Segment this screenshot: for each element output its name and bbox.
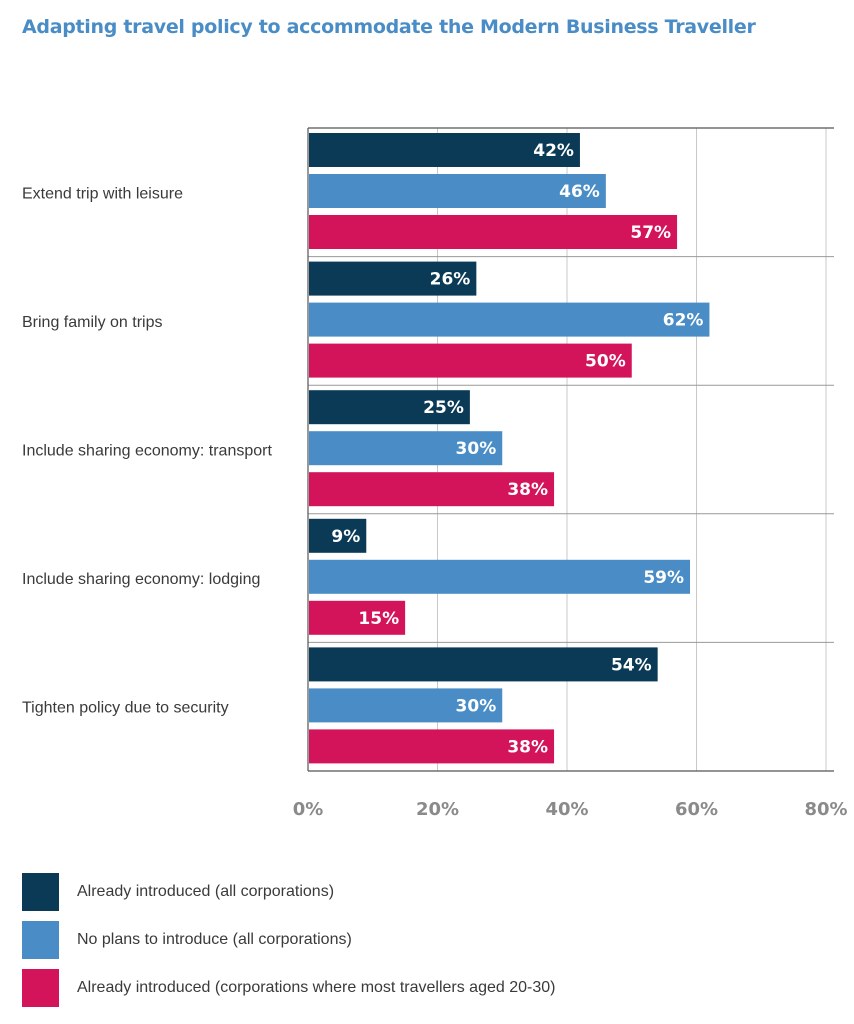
bar-label-include-sharing-economy-lodging-series-1: 59%	[643, 568, 684, 588]
bar-label-bring-family-on-trips-series-2: 50%	[585, 352, 626, 372]
x-tick-label-20: 20%	[416, 799, 459, 820]
x-tick-label-0: 0%	[293, 799, 324, 820]
legend-label-already-introduced-young: Already introduced (corporations where m…	[77, 979, 556, 996]
bar-label-include-sharing-economy-transport-series-2: 38%	[507, 480, 548, 500]
bar-include-sharing-economy-lodging-series-0	[309, 518, 367, 553]
legend-item-already-introduced-all: Already introduced (all corporations)	[22, 873, 555, 911]
legend: Already introduced (all corporations) No…	[22, 873, 555, 1017]
bar-include-sharing-economy-transport-series-0	[309, 390, 470, 425]
category-label-include-sharing-economy-transport: Include sharing economy: transport	[22, 443, 272, 460]
bar-label-include-sharing-economy-transport-series-0: 25%	[423, 398, 464, 418]
category-label-include-sharing-economy-lodging: Include sharing economy: lodging	[22, 571, 260, 588]
x-tick-label-80: 80%	[804, 799, 847, 820]
chart-title: Adapting travel policy to accommodate th…	[22, 16, 756, 38]
bar-chart: Extend trip with leisure 42% 46% 57% Bring f…	[22, 127, 848, 820]
bar-label-extend-trip-with-leisure-series-2: 57%	[630, 223, 671, 243]
bar-include-sharing-economy-lodging-series-1	[309, 559, 691, 594]
bar-label-bring-family-on-trips-series-0: 26%	[430, 270, 471, 290]
bar-tighten-policy-due-to-security-series-2	[309, 729, 555, 764]
bar-extend-trip-with-leisure-series-1	[309, 174, 606, 208]
bar-label-tighten-policy-due-to-security-series-1: 30%	[456, 696, 497, 716]
legend-label-already-introduced-all: Already introduced (all corporations)	[77, 883, 335, 900]
bar-label-extend-trip-with-leisure-series-0: 42%	[533, 141, 574, 161]
bar-bring-family-on-trips-series-2	[309, 343, 632, 378]
bar-label-include-sharing-economy-lodging-series-2: 15%	[358, 609, 399, 629]
bar-label-tighten-policy-due-to-security-series-0: 54%	[611, 655, 652, 675]
bar-bring-family-on-trips-series-1	[309, 302, 710, 337]
bar-label-bring-family-on-trips-series-1: 62%	[663, 311, 704, 331]
category-label-tighten-policy-due-to-security: Tighten policy due to security	[22, 700, 229, 717]
bar-label-extend-trip-with-leisure-series-1: 46%	[559, 182, 600, 202]
bar-label-include-sharing-economy-transport-series-1: 30%	[456, 439, 497, 459]
legend-swatch-no-plans	[22, 921, 59, 959]
legend-swatch-already-introduced-all	[22, 873, 59, 911]
legend-swatch-already-introduced-young	[22, 969, 59, 1007]
x-tick-label-60: 60%	[675, 799, 718, 820]
x-tick-label-40: 40%	[545, 799, 588, 820]
bar-bring-family-on-trips-series-0	[309, 261, 477, 296]
bar-include-sharing-economy-transport-series-2	[309, 472, 555, 507]
bar-include-sharing-economy-transport-series-1	[309, 431, 503, 466]
bar-extend-trip-with-leisure-series-0	[309, 133, 580, 167]
bar-label-include-sharing-economy-lodging-series-0: 9%	[331, 527, 360, 547]
bar-label-tighten-policy-due-to-security-series-2: 38%	[507, 737, 548, 757]
bar-tighten-policy-due-to-security-series-1	[309, 688, 503, 723]
category-label-extend-trip-with-leisure: Extend trip with leisure	[22, 185, 183, 202]
legend-item-already-introduced-young: Already introduced (corporations where m…	[22, 969, 555, 1007]
bar-tighten-policy-due-to-security-series-0	[309, 647, 658, 682]
legend-label-no-plans: No plans to introduce (all corporations)	[77, 931, 352, 948]
category-label-bring-family-on-trips: Bring family on trips	[22, 314, 163, 331]
legend-item-no-plans: No plans to introduce (all corporations)	[22, 921, 555, 959]
bar-include-sharing-economy-lodging-series-2	[309, 600, 406, 635]
bar-extend-trip-with-leisure-series-2	[309, 215, 678, 249]
